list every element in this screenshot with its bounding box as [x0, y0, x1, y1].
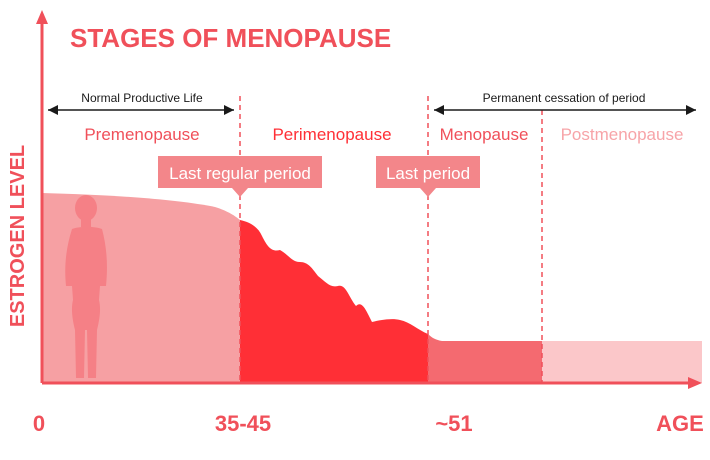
span-label-normal-productive-life: Normal Productive Life	[81, 91, 203, 105]
perimenopause-area	[240, 220, 428, 383]
callout-label-last-regular-period: Last regular period	[169, 164, 311, 183]
span-permanent-cessation: Permanent cessation of period	[434, 91, 696, 115]
callout-label-last-period: Last period	[386, 164, 470, 183]
x-tick-35-45: 35-45	[215, 411, 271, 436]
callout-last-period: Last period	[376, 156, 480, 197]
x-axis-arrow-icon	[688, 377, 702, 389]
span-label-permanent-cessation: Permanent cessation of period	[483, 91, 646, 105]
postmenopause-area	[542, 341, 702, 383]
woman-silhouette-icon	[65, 195, 107, 378]
stage-label-postmenopause: Postmenopause	[561, 125, 684, 144]
menopause-area	[428, 334, 542, 383]
axes	[36, 10, 702, 389]
x-tick-0: 0	[33, 411, 45, 436]
stage-label-menopause: Menopause	[440, 125, 529, 144]
x-tick-age: AGE	[656, 411, 704, 436]
span-normal-productive-life: Normal Productive Life	[48, 91, 234, 115]
y-axis-arrow-icon	[36, 10, 48, 24]
diagram-title: STAGES OF MENOPAUSE	[70, 23, 391, 53]
stage-label-premenopause: Premenopause	[84, 125, 199, 144]
x-tick-51: ~51	[435, 411, 472, 436]
stage-dividers	[239, 96, 543, 383]
stage-label-perimenopause: Perimenopause	[272, 125, 391, 144]
callout-last-regular-period: Last regular period	[158, 156, 322, 197]
y-axis-label: ESTROGEN LEVEL	[7, 145, 29, 327]
premenopause-area	[42, 193, 240, 383]
